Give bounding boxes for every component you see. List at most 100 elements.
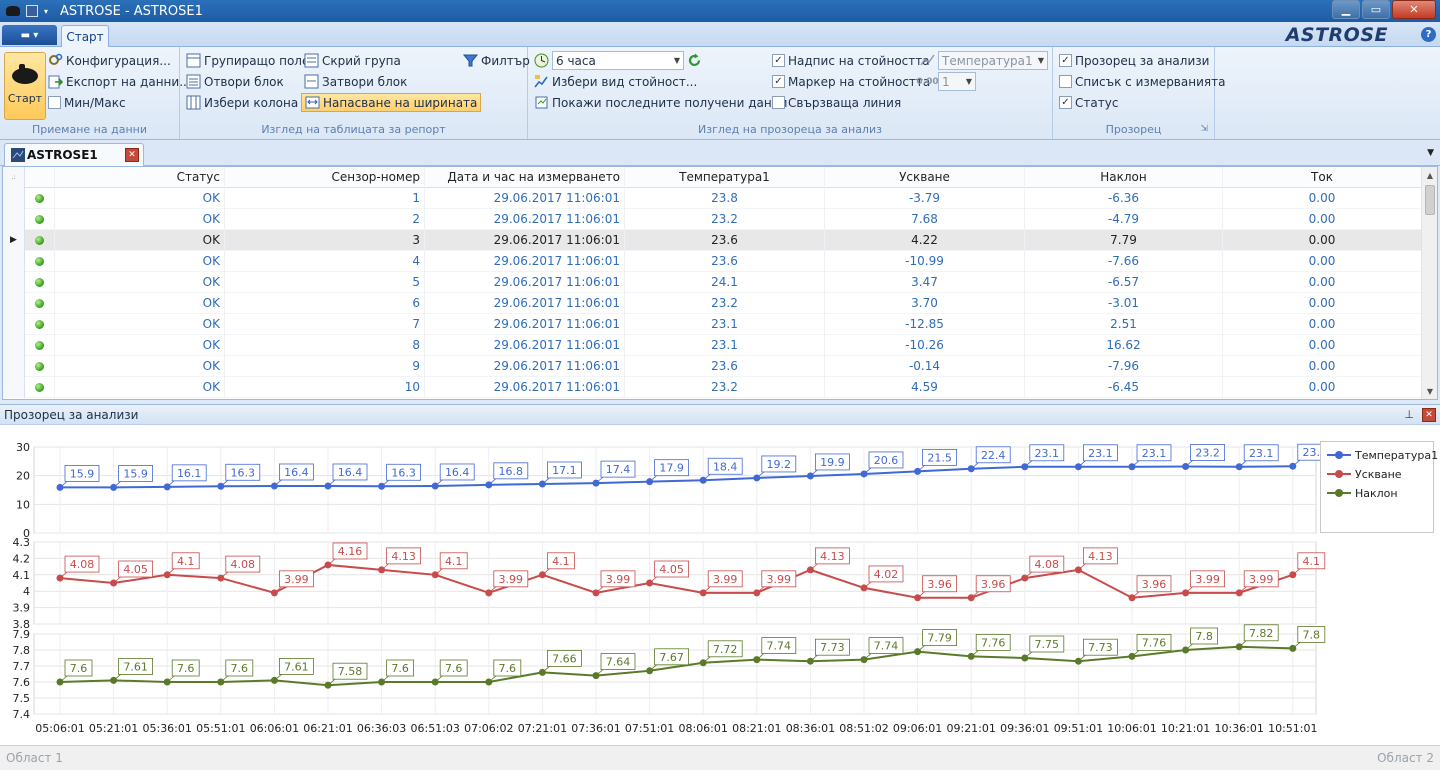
column-header[interactable]: Ток [1311, 170, 1333, 184]
save-icon[interactable] [26, 5, 38, 17]
ribbon: Старт Конфигурация... Експорт на данни..… [0, 47, 1440, 140]
table-row[interactable]: OK 1 29.06.2017 11:06:01 23.8 -3.79 -6.36 0.00 [3, 187, 1421, 209]
pin-icon[interactable]: ⊥ [1404, 408, 1414, 421]
data-label: 7.61 [284, 660, 309, 673]
row-indicator[interactable] [3, 292, 25, 314]
application-button[interactable]: ▬ ▾ [2, 25, 57, 45]
minmax-checkbox[interactable]: Мин/Макс [48, 93, 126, 112]
fit-width-button[interactable]: Напасване на ширината [301, 93, 482, 112]
row-indicator[interactable] [3, 313, 25, 335]
minmax-check[interactable] [48, 96, 61, 109]
column-header[interactable]: Температура1 [625, 167, 825, 188]
count-combo[interactable]: 1 ▼ [938, 72, 976, 91]
row-indicator[interactable] [3, 334, 25, 356]
measurement-list-checkbox[interactable]: Списък с измерванията [1059, 72, 1225, 91]
row-indicator[interactable] [3, 250, 25, 272]
table-row[interactable]: OK 7 29.06.2017 11:06:01 23.1 -12.85 2.51 0.00 [3, 313, 1421, 335]
legend-item-temperature[interactable]: Температура1 [1327, 446, 1438, 464]
hide-group-button[interactable]: Скрий група [304, 51, 401, 70]
connect-line-check[interactable] [772, 96, 785, 109]
row-indicator[interactable] [3, 208, 25, 230]
period-combo[interactable]: 6 часа ▼ [552, 51, 684, 70]
table-cell: 29.06.2017 11:06:01 [425, 208, 625, 230]
tab-list-chevron-icon[interactable]: ▼ [1427, 148, 1434, 158]
column-header[interactable]: Наклон [1025, 167, 1223, 188]
status-check[interactable]: ✓ [1059, 96, 1072, 109]
chevron-down-icon: ▼ [673, 56, 680, 65]
analysis-window-check[interactable]: ✓ [1059, 54, 1072, 67]
table-cell: 23.2 [625, 292, 825, 314]
close-pane-icon[interactable]: ✕ [1422, 408, 1436, 422]
connect-line-checkbox[interactable]: Свързваща линия [772, 93, 901, 112]
group-field-button[interactable]: Групиращо поле [186, 51, 309, 70]
status-led-icon [25, 250, 55, 272]
legend-item-tilt[interactable]: Наклон [1327, 484, 1398, 502]
start-button[interactable]: Старт [4, 52, 46, 120]
table-row[interactable]: OK 8 29.06.2017 11:06:01 23.1 -10.26 16.62 0.0… [3, 334, 1421, 356]
row-indicator[interactable]: ▶ [3, 229, 25, 251]
data-label-box [386, 659, 415, 677]
value-label-check[interactable]: ✓ [772, 54, 785, 67]
export-data-button[interactable]: Експорт на данни... [48, 72, 191, 91]
table-row[interactable]: OK 5 29.06.2017 11:06:01 24.1 3.47 -6.57 0.00 [3, 271, 1421, 293]
column-header[interactable]: Сензор-номер [225, 167, 425, 188]
row-indicator[interactable] [3, 187, 25, 209]
table-row[interactable]: OK 4 29.06.2017 11:06:01 23.6 -10.99 -7.66 0.0… [3, 250, 1421, 272]
measurement-list-check[interactable] [1059, 75, 1072, 88]
help-icon[interactable]: ? [1421, 27, 1436, 42]
window-title: ASTROSE - ASTROSE1 [60, 3, 203, 19]
table-cell: -7.96 [1025, 355, 1223, 377]
document-tab[interactable]: ASTROSE1 ✕ [4, 143, 144, 166]
label-leader [434, 479, 443, 487]
legend-item-acceleration[interactable]: Ускване [1327, 465, 1402, 483]
select-column-button[interactable]: Избери колона [186, 93, 298, 112]
table-row[interactable]: OK 6 29.06.2017 11:06:01 23.2 3.70 -3.01 0.00 [3, 292, 1421, 314]
count-selector[interactable]: 0.00 1 ▼ [916, 72, 976, 91]
series-combo[interactable]: Температура1 ▼ [938, 51, 1048, 70]
dialog-launcher-icon[interactable]: ⇲ [1200, 124, 1208, 134]
table-cell: OK [55, 250, 225, 272]
refresh-icon[interactable] [687, 53, 702, 68]
label-leader [863, 467, 872, 475]
column-header[interactable]: Статус [55, 167, 225, 188]
close-button[interactable]: ✕ [1392, 0, 1436, 19]
app-menu-icon[interactable] [6, 6, 20, 16]
row-indicator[interactable] [3, 271, 25, 293]
configuration-button[interactable]: Конфигурация... [48, 51, 171, 70]
column-header[interactable]: Дата и час на измерването [425, 167, 625, 188]
table-row[interactable]: OK 10 29.06.2017 11:06:01 23.2 4.59 -6.45 0.00 [3, 376, 1421, 398]
scroll-down-icon[interactable]: ▼ [1426, 386, 1434, 396]
column-header[interactable]: Ускване [825, 167, 1025, 188]
row-indicator[interactable] [3, 355, 25, 377]
table-cell: 29.06.2017 11:06:01 [425, 355, 625, 377]
tab-start[interactable]: Старт [61, 25, 109, 48]
grid-vertical-scrollbar[interactable]: ▲ ▼ [1421, 167, 1437, 399]
value-marker-check[interactable]: ✓ [772, 75, 785, 88]
table-row[interactable]: OK 9 29.06.2017 11:06:01 23.6 -0.14 -7.96 0.00 [3, 355, 1421, 377]
close-tab-icon[interactable]: ✕ [125, 148, 139, 162]
show-last-data-button[interactable]: Покажи последните получени данни [534, 93, 787, 112]
period-selector[interactable]: 6 часа ▼ [534, 51, 702, 70]
table-row[interactable]: OK 2 29.06.2017 11:06:01 23.2 7.68 -4.79 0.00 [3, 208, 1421, 230]
series-selector[interactable]: Температура1 ▼ [920, 51, 1048, 70]
data-label: 7.67 [659, 651, 684, 664]
minimize-button[interactable]: ▁ [1332, 0, 1360, 19]
customize-toolbar-icon[interactable]: ▾ [44, 6, 49, 16]
analysis-window-checkbox[interactable]: ✓ Прозорец за анализи [1059, 51, 1209, 70]
data-label-box [1029, 444, 1065, 462]
row-indicator[interactable] [3, 376, 25, 398]
data-label-box [815, 638, 850, 656]
scroll-up-icon[interactable]: ▲ [1426, 170, 1434, 180]
open-block-button[interactable]: Отвори блок [186, 72, 284, 91]
scroll-thumb[interactable] [1425, 185, 1435, 215]
filter-button[interactable]: Филтър [463, 51, 530, 70]
data-label: 18.4 [713, 460, 738, 473]
close-block-button[interactable]: Затвори блок [304, 72, 407, 91]
maximize-button[interactable]: ▭ [1362, 0, 1390, 19]
value-label-checkbox[interactable]: ✓ Надпис на стойността [772, 51, 930, 70]
group-label-window: Прозорец [1105, 123, 1162, 136]
value-marker-checkbox[interactable]: ✓ Маркер на стойността [772, 72, 930, 91]
status-checkbox[interactable]: ✓ Статус [1059, 93, 1118, 112]
table-row[interactable]: ▶ OK 3 29.06.2017 11:06:01 23.6 4.22 7.79 0.00 [3, 229, 1421, 251]
choose-value-view-button[interactable]: Избери вид стойност... [534, 72, 697, 91]
